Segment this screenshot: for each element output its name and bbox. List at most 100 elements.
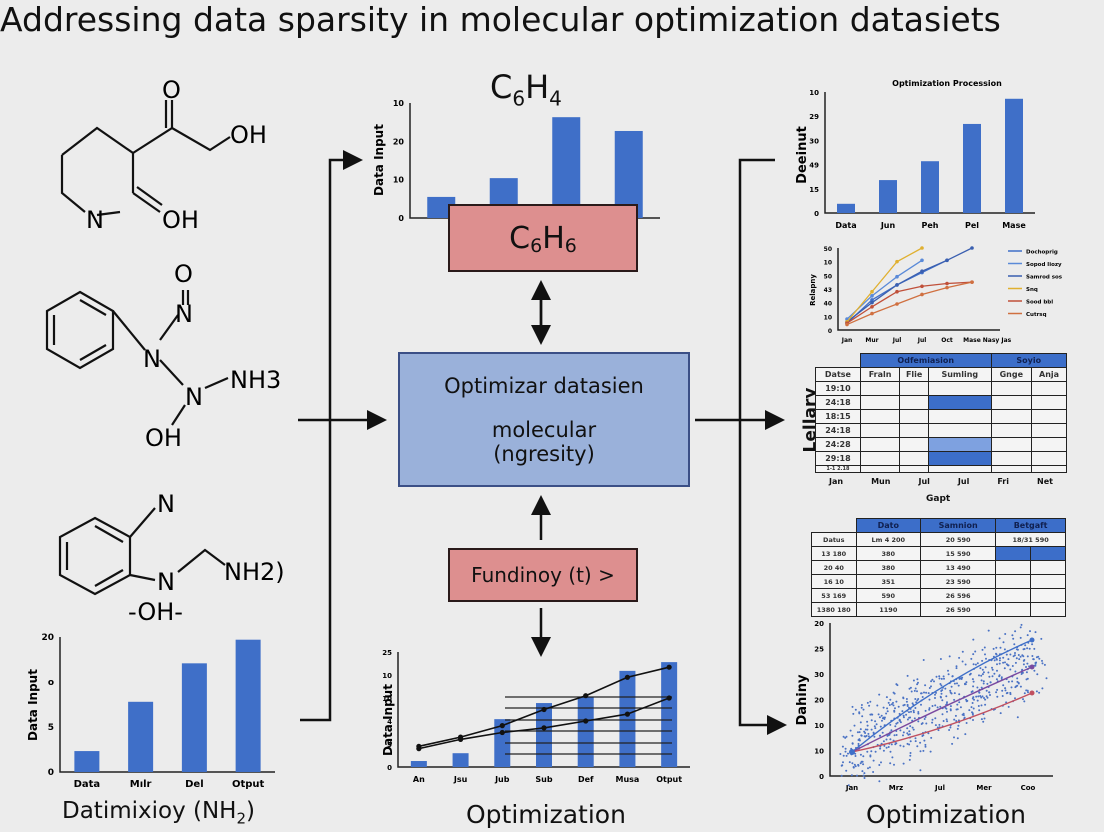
table-row: 16 10 351 23 590 [811, 574, 1066, 589]
scatter-point [867, 767, 869, 770]
scatter-point [956, 708, 959, 711]
scatter-point [970, 657, 973, 660]
scatter-point [1034, 664, 1037, 667]
scatter-point [891, 756, 894, 759]
scatter-point [945, 718, 948, 721]
y-tick-label: 25 [814, 646, 824, 654]
scatter-point [849, 729, 852, 732]
table-cell [899, 423, 930, 438]
table-cell [1030, 546, 1066, 561]
scatter-point [876, 704, 879, 707]
data-point [541, 725, 547, 731]
scatter-point [896, 684, 899, 687]
scatter-point [866, 728, 869, 731]
scatter-point [935, 691, 937, 694]
scatter-point [872, 759, 875, 762]
data-point [895, 274, 899, 279]
scatter-point [972, 719, 974, 721]
scatter-point [921, 722, 924, 725]
data-point [920, 292, 924, 297]
atom-oh: OH [162, 206, 199, 234]
scatter-point [889, 723, 892, 726]
scatter-point [1040, 637, 1043, 640]
scatter-point [949, 705, 952, 708]
scatter-point [873, 735, 876, 738]
bar [921, 161, 939, 213]
scatter-point [1000, 676, 1003, 679]
scatter-point [1012, 655, 1015, 658]
scatter-point [1023, 692, 1026, 695]
axis-line [837, 248, 1000, 331]
table-row: 53 169 590 26 596 [811, 588, 1066, 603]
scatter-point [861, 770, 864, 773]
scatter-point [982, 720, 985, 723]
y-tick-label: 15 [809, 186, 819, 194]
table1-x-labels: Jan Mun Jul Jul Fri Net [815, 477, 1067, 486]
table-cell [990, 423, 1033, 438]
scatter-point [964, 663, 967, 666]
scatter-point [881, 719, 883, 722]
scatter-point [965, 681, 968, 684]
scatter-point [1019, 685, 1022, 688]
scatter-point [1045, 677, 1048, 680]
scatter-point [1004, 687, 1007, 690]
scatter-point [953, 736, 955, 739]
scatter-point [940, 690, 943, 692]
table-cell [928, 409, 992, 424]
scatter-point [1034, 662, 1037, 665]
data-point [845, 322, 849, 327]
axis-line [829, 623, 1053, 777]
scatter-point [931, 718, 934, 721]
scatter-point [961, 676, 964, 679]
scatter-point [938, 723, 941, 726]
scatter-point [968, 709, 971, 712]
scatter-point [850, 774, 853, 777]
scatter-point [993, 672, 996, 675]
table-cell [995, 574, 1032, 589]
scatter-point [1007, 658, 1010, 661]
x-tick-label: Mase [963, 337, 981, 344]
scatter-point [914, 740, 917, 743]
table-cell: 20 40 [811, 560, 857, 575]
scatter-point [1029, 630, 1031, 633]
table-cell [899, 381, 930, 396]
scatter-point [866, 750, 869, 753]
scatter-point [939, 683, 942, 685]
scatter-point [951, 742, 954, 745]
y-tick-label: 10 [814, 748, 824, 756]
scatter-point [963, 716, 966, 719]
x-tick-label: Mur [865, 337, 878, 344]
scatter-point [965, 722, 968, 724]
scatter-point [1025, 666, 1027, 668]
scatter-point [1020, 623, 1023, 626]
formula-part: C [509, 220, 531, 256]
scatter-point [902, 762, 905, 765]
table-cell [928, 437, 992, 452]
bar [1005, 98, 1023, 213]
bar [235, 639, 261, 772]
scatter-point [880, 761, 882, 764]
scatter-point [996, 695, 999, 698]
scatter-point [1031, 655, 1034, 657]
x-tick-label: Jun [880, 221, 896, 230]
table-cell: 53 169 [811, 588, 857, 603]
scatter-point [970, 706, 973, 709]
scatter-point [892, 691, 895, 694]
scatter-point [859, 728, 862, 731]
row-label: 29:18 [815, 451, 861, 466]
atom-n: N [143, 345, 161, 373]
table-cell [928, 381, 992, 396]
data-point [870, 304, 874, 309]
scatter-point [901, 710, 904, 713]
x-tick-label: Coo [1021, 784, 1036, 792]
scatter-point [1033, 647, 1036, 650]
atom-n: N [157, 490, 175, 518]
scatter-point [909, 754, 912, 757]
data-table-2: Dato Samnion Betgaft Datus Lm 4 200 20 590 18… [811, 518, 1066, 617]
data-point [624, 711, 631, 717]
scatter-point [862, 763, 865, 766]
scatter-point [867, 732, 870, 735]
formula-part: H [525, 68, 550, 106]
scatter-point [1009, 693, 1012, 696]
scatter-point [858, 731, 861, 734]
